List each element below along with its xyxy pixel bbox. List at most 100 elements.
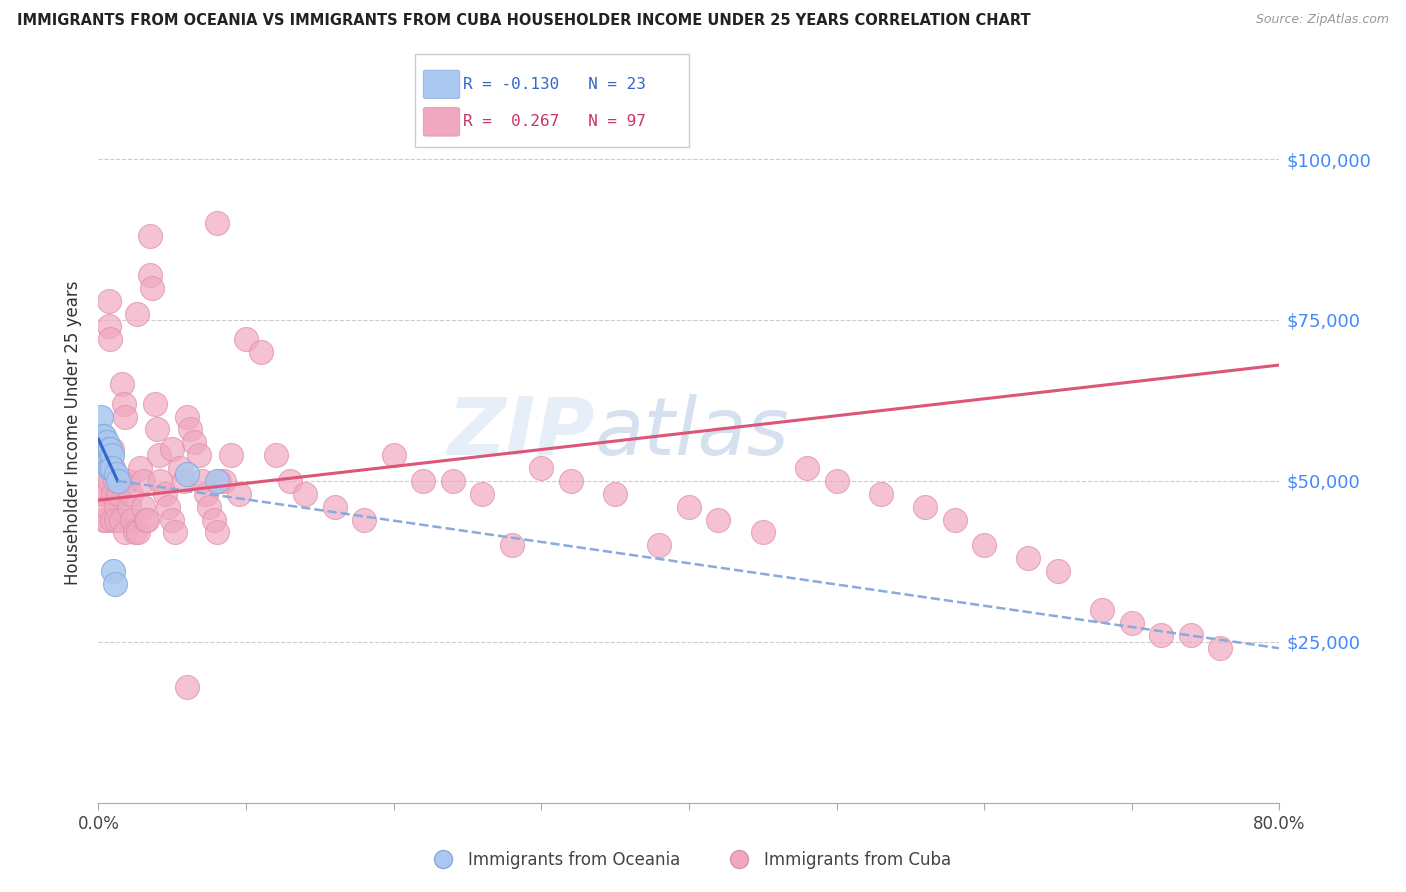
Point <box>914 500 936 514</box>
Point <box>560 474 582 488</box>
Point <box>195 487 218 501</box>
Point <box>110 512 132 526</box>
Point <box>176 467 198 482</box>
Point <box>100 448 122 462</box>
Point <box>104 577 127 591</box>
Point <box>112 397 135 411</box>
Point <box>212 474 235 488</box>
Point <box>148 448 170 462</box>
Point <box>187 448 209 462</box>
Point <box>153 487 176 501</box>
Point <box>96 435 118 450</box>
Point <box>173 474 195 488</box>
Point <box>98 461 121 475</box>
Point <box>94 442 117 456</box>
Point <box>139 229 162 244</box>
Legend: Immigrants from Oceania, Immigrants from Cuba: Immigrants from Oceania, Immigrants from… <box>420 845 957 876</box>
Point <box>1150 628 1173 642</box>
Point <box>1091 602 1114 616</box>
Point <box>382 448 405 462</box>
Point <box>139 268 162 282</box>
Point <box>94 448 117 462</box>
Point <box>94 487 117 501</box>
Point <box>111 377 134 392</box>
Point <box>179 422 201 436</box>
Point <box>146 422 169 436</box>
Point <box>90 409 112 424</box>
Point <box>441 474 464 488</box>
Point <box>103 564 125 578</box>
Point <box>97 293 120 308</box>
Point <box>98 474 121 488</box>
Point <box>93 442 115 456</box>
Point <box>97 461 120 475</box>
Point <box>100 461 122 475</box>
Point <box>501 538 523 552</box>
Point <box>1121 615 1143 630</box>
Point <box>132 474 155 488</box>
Point <box>162 512 183 526</box>
Point <box>208 474 231 488</box>
Point <box>132 500 155 514</box>
Point <box>162 442 183 456</box>
Point <box>1046 564 1070 578</box>
Text: R =  0.267   N = 97: R = 0.267 N = 97 <box>463 114 645 129</box>
Point <box>91 435 114 450</box>
Point <box>89 442 111 456</box>
Point <box>825 474 848 488</box>
Point <box>103 487 125 501</box>
Point <box>105 512 128 526</box>
Point <box>103 461 125 475</box>
Point <box>125 306 148 320</box>
Point <box>1180 628 1202 642</box>
Point <box>93 429 115 443</box>
Point <box>97 319 120 334</box>
Point <box>973 538 995 552</box>
Point <box>202 512 225 526</box>
Point <box>678 500 700 514</box>
Point <box>205 525 228 540</box>
Point <box>530 461 553 475</box>
Point <box>205 474 228 488</box>
Text: R = -0.130   N = 23: R = -0.130 N = 23 <box>463 77 645 92</box>
Point <box>796 461 818 475</box>
Point <box>107 487 129 501</box>
Point <box>91 487 114 501</box>
Point <box>93 512 115 526</box>
Point <box>1018 551 1040 566</box>
Point <box>198 500 221 514</box>
Text: ZIP: ZIP <box>447 393 595 472</box>
Point <box>127 525 149 540</box>
Point <box>156 500 179 514</box>
Point <box>943 512 966 526</box>
Point <box>105 500 128 514</box>
Point <box>221 448 243 462</box>
Point <box>169 461 191 475</box>
Point <box>121 512 143 526</box>
Point <box>96 500 118 514</box>
Point <box>98 442 121 456</box>
Point <box>118 500 141 514</box>
Point <box>149 474 172 488</box>
Point <box>117 474 139 488</box>
Point <box>104 474 127 488</box>
Point <box>114 409 136 424</box>
Point <box>752 525 775 540</box>
Point <box>707 512 730 526</box>
Point <box>165 525 187 540</box>
Point <box>120 487 142 501</box>
Point <box>191 474 214 488</box>
Y-axis label: Householder Income Under 25 years: Householder Income Under 25 years <box>65 280 83 585</box>
Point <box>96 448 118 462</box>
Point <box>143 397 166 411</box>
Point <box>205 216 228 230</box>
Point <box>235 332 257 346</box>
Point <box>294 487 316 501</box>
Point <box>471 487 494 501</box>
Point <box>1209 641 1232 656</box>
Point <box>107 474 129 488</box>
Text: Source: ZipAtlas.com: Source: ZipAtlas.com <box>1256 13 1389 27</box>
Point <box>100 442 122 456</box>
Point <box>97 454 120 468</box>
Point <box>108 474 131 488</box>
